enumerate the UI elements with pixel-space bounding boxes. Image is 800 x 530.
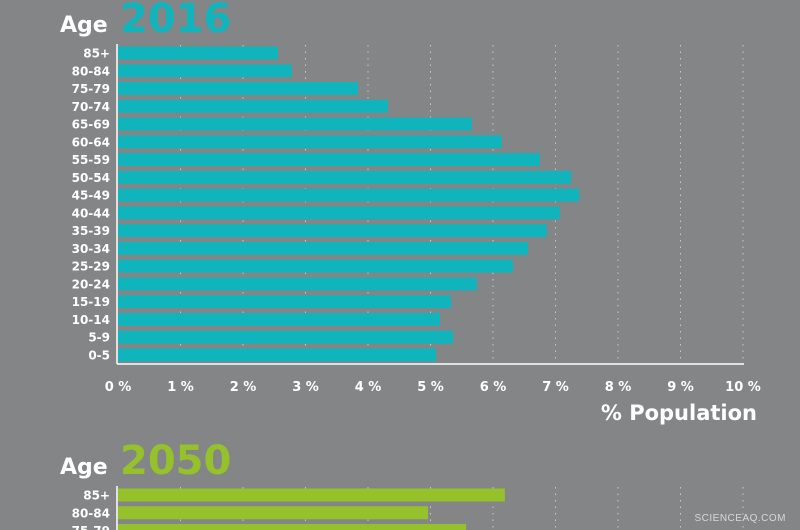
x-axis-title: % Population (601, 401, 757, 425)
category-label: 15-19 (72, 295, 110, 309)
bar-15-19 (118, 295, 452, 309)
category-label: 10-14 (72, 313, 110, 327)
x-tick-label: 1 % (167, 380, 194, 395)
x-tick-label: 8 % (605, 380, 632, 395)
chart-title-prefix: Age (60, 455, 108, 480)
category-label: 25-29 (72, 260, 110, 274)
chart-title: 2016 (120, 0, 231, 42)
category-label: 20-24 (72, 277, 110, 291)
category-label: 75-79 (72, 82, 110, 96)
category-label: 50-54 (72, 171, 110, 185)
x-tick-label: 9 % (667, 380, 694, 395)
x-tick-label: 4 % (355, 380, 382, 395)
bar-55-59 (118, 153, 540, 167)
chart-title-prefix: Age (60, 13, 108, 38)
category-label: 70-74 (72, 100, 110, 114)
watermark: SCIENCEAQ.COM (694, 513, 786, 524)
chart-title: 2050 (120, 438, 231, 484)
x-tick-label: 5 % (417, 380, 444, 395)
bar-80-84 (118, 506, 428, 520)
bar-85+ (118, 488, 505, 502)
category-label: 40-44 (72, 206, 110, 220)
category-label: 45-49 (72, 189, 110, 203)
category-label: 80-84 (72, 64, 110, 78)
category-label: 75-79 (72, 524, 110, 530)
bar-65-69 (118, 117, 472, 131)
bar-30-34 (118, 241, 528, 255)
bar-70-74 (118, 99, 388, 113)
bar-40-44 (118, 206, 560, 220)
category-label: 85+ (83, 489, 110, 503)
bar-35-39 (118, 224, 547, 238)
category-label: 55-59 (72, 153, 110, 167)
bar-80-84 (118, 64, 292, 78)
bar-85+ (118, 46, 278, 60)
bar-75-79 (118, 82, 358, 96)
category-label: 65-69 (72, 118, 110, 132)
x-tick-label: 2 % (230, 380, 257, 395)
bar-20-24 (118, 277, 477, 291)
bar-10-14 (118, 312, 440, 326)
category-label: 0-5 (88, 348, 110, 362)
category-label: 5-9 (88, 331, 110, 345)
x-tick-label: 0 % (105, 380, 132, 395)
category-label: 80-84 (72, 506, 110, 520)
category-label: 35-39 (72, 224, 110, 238)
bar-45-49 (118, 188, 580, 202)
x-tick-label: 7 % (542, 380, 569, 395)
x-tick-label: 3 % (292, 380, 319, 395)
bar-60-64 (118, 135, 502, 149)
category-label: 30-34 (72, 242, 110, 256)
bar-75-79 (118, 524, 467, 530)
category-label: 85+ (83, 47, 110, 61)
x-tick-label: 6 % (480, 380, 507, 395)
x-tick-label: 10 % (725, 380, 761, 395)
bar-25-29 (118, 259, 513, 273)
bar-5-9 (118, 330, 453, 344)
bar-50-54 (118, 170, 572, 184)
category-label: 60-64 (72, 135, 110, 149)
bar-0-5 (118, 348, 437, 362)
